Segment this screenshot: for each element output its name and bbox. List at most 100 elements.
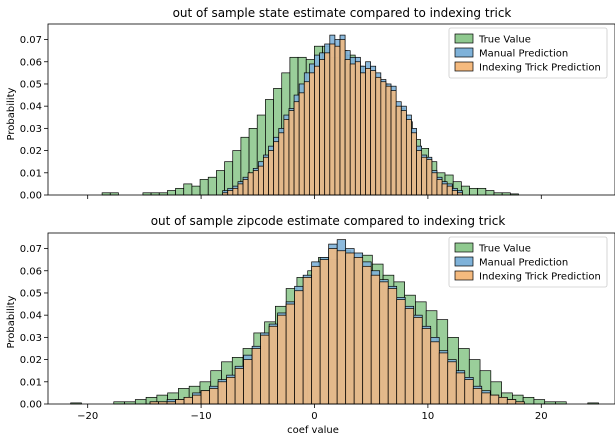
- histogram-bar: [200, 390, 210, 405]
- histogram-bar: [268, 150, 275, 196]
- histogram-bar: [390, 90, 397, 196]
- histogram-bar: [298, 92, 305, 196]
- histogram-bar: [353, 257, 364, 405]
- histogram-bar: [268, 325, 278, 405]
- histogram-bar: [447, 361, 457, 405]
- histogram-bar: [134, 399, 147, 405]
- histogram-bar: [379, 281, 389, 405]
- histogram-bar: [191, 185, 201, 196]
- histogram-bar: [319, 259, 330, 405]
- histogram-bar: [251, 348, 261, 405]
- histogram-bar: [227, 190, 234, 196]
- histogram-bar: [192, 394, 202, 405]
- histogram-bar: [167, 190, 176, 196]
- histogram-bar: [285, 303, 295, 405]
- ytick-label: 0.00: [20, 400, 42, 411]
- histogram-bar: [303, 81, 310, 196]
- top-subplot-yaxis: 0.00 0.01 0.02 0.03 0.04 0.05 0.06 0.07: [20, 35, 48, 202]
- histogram-bar: [302, 277, 313, 405]
- histogram-bar: [263, 156, 269, 196]
- histogram-bar: [277, 314, 287, 405]
- top-subplot-bars: [101, 34, 519, 196]
- ytick-label: 0.05: [20, 288, 42, 299]
- series-indexing-trick-prediction: [149, 248, 525, 405]
- histogram-bar: [438, 352, 449, 405]
- histogram-bar: [380, 81, 387, 196]
- histogram-bar: [362, 265, 372, 405]
- histogram-bar: [370, 70, 377, 196]
- legend-swatch: [454, 270, 474, 281]
- histogram-bar: [375, 76, 382, 196]
- ytick-label: 0.03: [20, 333, 42, 344]
- histogram-bar: [522, 396, 535, 405]
- legend-swatch: [454, 47, 474, 58]
- histogram-bar: [329, 43, 336, 196]
- legend-swatch: [454, 242, 474, 253]
- xtick-label: 0: [311, 411, 317, 422]
- histogram-bar: [242, 179, 249, 196]
- bottom-subplot-bars: [70, 239, 599, 405]
- ytick-label: 0.05: [20, 79, 42, 90]
- ytick-label: 0.04: [20, 311, 42, 322]
- histogram-bar: [209, 388, 219, 405]
- histogram-bar: [405, 119, 412, 196]
- histogram-bar: [183, 183, 193, 196]
- histogram-bar: [360, 72, 366, 196]
- histogram-bar: [387, 288, 398, 405]
- histogram-bar: [498, 396, 508, 405]
- ytick-label: 0.06: [20, 266, 42, 277]
- histogram-bar: [217, 381, 227, 405]
- histogram-bar: [175, 399, 185, 405]
- histogram-bar: [283, 119, 290, 196]
- histogram-bar: [273, 141, 280, 196]
- legend-swatch: [454, 256, 474, 267]
- histogram-bar: [430, 341, 440, 405]
- histogram-bar: [464, 379, 474, 405]
- bottom-subplot-xaxis: −20 −10 0 10 20: [77, 404, 548, 422]
- legend-entry: Indexing Trick Prediction: [479, 63, 601, 74]
- histogram-bar: [339, 39, 346, 196]
- histogram-bar: [455, 372, 466, 405]
- histogram-bar: [288, 110, 295, 196]
- histogram-bar: [260, 334, 270, 405]
- histogram-bar: [489, 394, 500, 405]
- histogram-bar: [404, 308, 415, 405]
- legend-entry: True Value: [478, 244, 531, 255]
- histogram-bar: [314, 65, 320, 196]
- histogram-bar: [324, 52, 331, 196]
- histogram-bar: [309, 72, 315, 196]
- histogram-bar: [345, 252, 355, 405]
- legend-entry: Indexing Trick Prediction: [479, 272, 601, 283]
- xtick-label: 20: [535, 411, 548, 422]
- histogram-bar: [252, 170, 259, 196]
- legend-box: [448, 236, 608, 288]
- histogram-bar: [396, 299, 406, 405]
- top-subplot: out of sample state estimate compared to…: [6, 6, 615, 202]
- xtick-label: −10: [191, 411, 212, 422]
- histogram-bar: [319, 59, 326, 196]
- series-indexing-trick-prediction: [222, 39, 463, 196]
- histogram-bar: [421, 328, 432, 405]
- ytick-label: 0.01: [20, 168, 42, 179]
- histogram-bar: [354, 61, 361, 196]
- ytick-label: 0.07: [20, 244, 42, 255]
- bottom-subplot-yaxis: 0.00 0.01 0.02 0.03 0.04 0.05 0.06 0.07: [20, 244, 48, 411]
- histogram-bar: [258, 165, 264, 196]
- ytick-label: 0.04: [20, 102, 42, 113]
- histogram-bar: [349, 63, 356, 196]
- bottom-subplot-ylabel: Probability: [6, 295, 17, 348]
- histogram-bar: [311, 265, 321, 405]
- histogram-bar: [426, 159, 433, 196]
- ytick-label: 0.01: [20, 377, 42, 388]
- top-subplot-ylabel: Probability: [6, 87, 17, 140]
- histogram-bar: [385, 85, 392, 196]
- histogram-bar: [207, 176, 217, 196]
- histogram-bar: [232, 187, 239, 196]
- histogram-bar: [293, 101, 300, 196]
- histogram-bar: [334, 45, 341, 196]
- bottom-subplot-frame: [47, 232, 615, 405]
- histogram-bar: [226, 377, 236, 405]
- histogram-bar: [370, 274, 381, 405]
- histogram-bar: [247, 172, 254, 196]
